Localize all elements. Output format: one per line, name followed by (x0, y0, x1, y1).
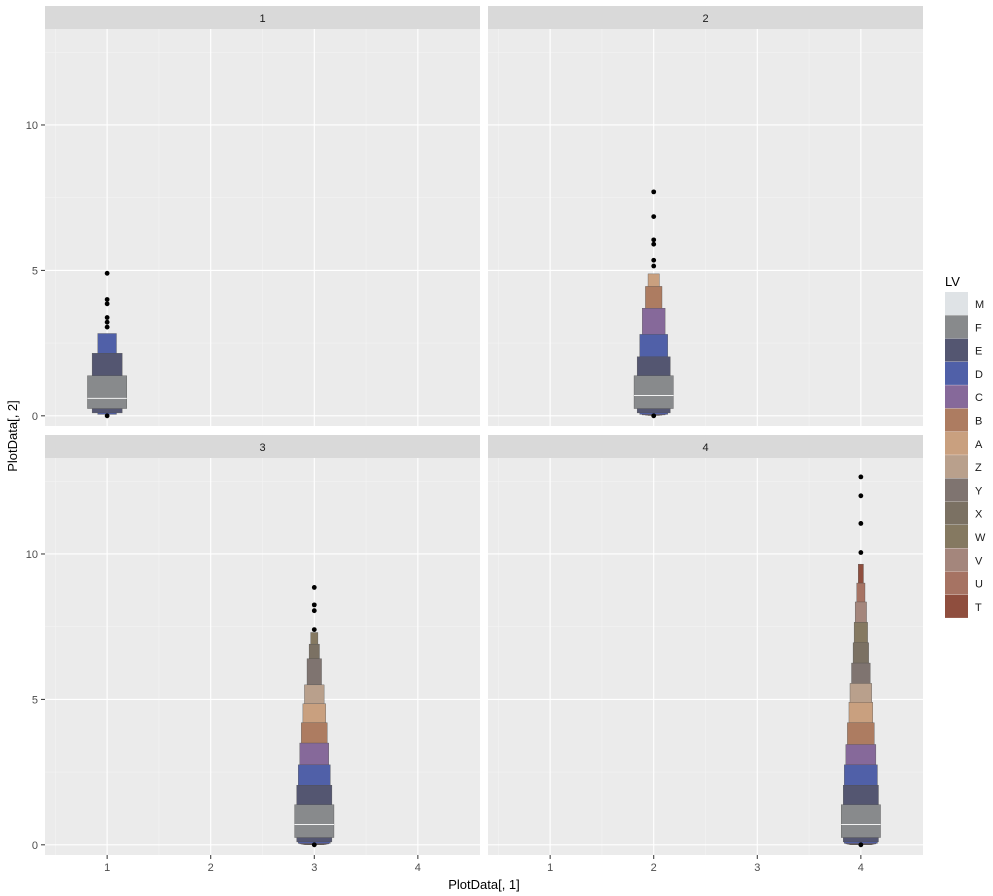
x-tick-label: 3 (754, 862, 760, 874)
legend-key-V (945, 548, 968, 572)
legend-key-Z (945, 455, 968, 479)
facet-strip-4 (488, 435, 923, 458)
outlier-point (104, 315, 110, 320)
outlier-point (104, 324, 110, 330)
legend-label-A: A (975, 439, 983, 451)
outlier-point (651, 214, 657, 219)
lv-box-F (633, 375, 674, 409)
x-tick-label: 4 (415, 862, 421, 874)
facet-panel-4: 4 1 2 3 4 (488, 435, 923, 874)
outlier-point (104, 413, 110, 419)
facet-panel-2: 2 (488, 6, 923, 426)
legend-key-Y (945, 478, 968, 502)
outlier-point (311, 627, 317, 632)
legend-label-X: X (975, 509, 983, 521)
lv-box-F (87, 375, 127, 409)
outlier-point (858, 842, 864, 848)
outlier-point (651, 263, 657, 269)
x-tick-label: 3 (311, 862, 317, 874)
legend-key-B (945, 408, 968, 432)
x-axis-title: PlotData[, 1] (448, 877, 520, 892)
legend-label-M: M (975, 299, 984, 311)
legend-key-T (945, 594, 968, 618)
outlier-point (651, 413, 657, 419)
legend-key-W (945, 525, 968, 548)
outlier-point (858, 474, 864, 480)
legend-label-F: F (975, 322, 982, 334)
outlier-point (651, 237, 657, 243)
legend-title: LV (945, 274, 960, 289)
legend-label-E: E (975, 346, 982, 358)
outlier-point (651, 189, 657, 195)
x-tick-label: 2 (208, 862, 214, 874)
outlier-point (651, 241, 657, 247)
legend-key-C (945, 385, 968, 409)
facet-strip-label: 4 (702, 442, 708, 454)
y-tick-label: 10 (26, 120, 38, 132)
y-tick-label: 5 (32, 265, 38, 277)
legend-label-T: T (975, 602, 982, 614)
lv-box-F (841, 804, 881, 838)
lv-box-F (294, 804, 335, 838)
legend-label-W: W (975, 532, 986, 544)
legend-label-Z: Z (975, 462, 982, 474)
outlier-point (858, 493, 864, 499)
y-tick-label: 5 (32, 694, 38, 706)
x-tick-label: 4 (858, 862, 864, 874)
legend-label-U: U (975, 579, 983, 591)
x-tick-label: 2 (651, 862, 657, 874)
facet-panel-3: 3 0 5 10 1 2 3 4 (26, 435, 480, 874)
facet-strip-1 (45, 6, 480, 29)
facet-strip-3 (45, 435, 480, 458)
facet-strip-label: 1 (259, 13, 265, 25)
y-axis-title: PlotData[, 2] (5, 400, 20, 472)
facet-strip-label: 3 (259, 442, 265, 454)
legend-key-D (945, 361, 968, 385)
outlier-point (104, 301, 110, 307)
outlier-point (311, 608, 317, 614)
outlier-point (651, 257, 657, 263)
facet-strip-2 (488, 6, 923, 29)
legend-label-B: B (975, 416, 982, 428)
legend-label-C: C (975, 392, 983, 404)
legend-key-A (945, 431, 968, 455)
legend-key-M (945, 292, 968, 315)
facet-strip-label: 2 (702, 13, 708, 25)
outlier-point (104, 319, 110, 325)
outlier-point (104, 297, 110, 302)
outlier-point (858, 521, 864, 526)
outlier-point (858, 550, 864, 555)
legend-key-X (945, 501, 968, 525)
legend-label-V: V (975, 555, 983, 567)
x-tick-label: 1 (547, 862, 553, 874)
x-tick-label: 1 (104, 862, 110, 874)
legend-key-U (945, 571, 968, 595)
y-tick-label: 10 (26, 549, 38, 561)
y-tick-label: 0 (32, 411, 38, 423)
y-tick-label: 0 (32, 840, 38, 852)
outlier-point (311, 585, 317, 590)
legend-key-E (945, 338, 968, 362)
outlier-point (311, 842, 317, 848)
legend-key-F (945, 315, 968, 339)
outlier-point (311, 602, 317, 608)
legend-label-D: D (975, 369, 983, 381)
legend-label-Y: Y (975, 485, 983, 497)
outlier-point (104, 270, 110, 276)
